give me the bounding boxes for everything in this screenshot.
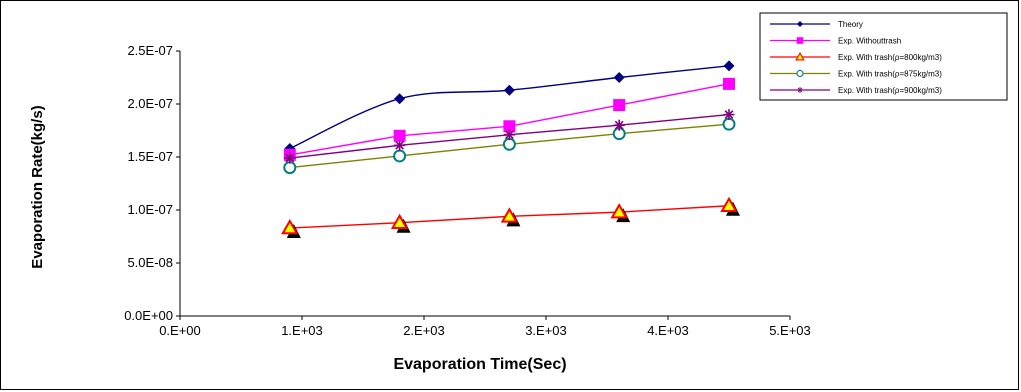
triangle-marker: [795, 52, 805, 61]
square-marker: [503, 120, 516, 133]
x-axis-title: Evaporation Time(Sec): [393, 356, 566, 373]
circle-marker: [722, 117, 736, 131]
series-group: [284, 109, 735, 164]
asterisk-marker: [613, 119, 625, 131]
x-tick-label: 3.E+03: [525, 323, 567, 338]
y-tick-label: 0.0E+00: [124, 308, 173, 323]
asterisk-marker: [723, 109, 735, 121]
circle-marker: [393, 149, 407, 163]
y-tick-label: 1.0E-07: [127, 202, 173, 217]
asterisk-marker: [796, 86, 804, 94]
y-tick-label: 2.0E-07: [127, 96, 173, 111]
asterisk-marker: [284, 152, 296, 164]
circle-marker: [283, 161, 297, 175]
square-marker: [393, 129, 406, 142]
square-marker: [613, 99, 626, 112]
diamond-marker: [503, 84, 515, 96]
diamond-marker: [723, 60, 735, 72]
diamond-marker: [613, 72, 625, 83]
diamond-marker: [796, 20, 804, 28]
y-tick-label: 2.5E-07: [127, 43, 173, 58]
legend-label: Exp. With trash(ρ=900kg/m3): [838, 86, 942, 95]
y-tick-label: 5.0E-08: [127, 255, 173, 270]
triangle-marker: [281, 219, 299, 235]
diamond-marker: [394, 93, 406, 105]
square-marker: [796, 37, 804, 44]
legend-label: Theory: [838, 20, 863, 29]
legend-label: Exp. Withouttrash: [838, 37, 901, 46]
x-tick-label: 5.E+03: [769, 323, 811, 338]
series-layer: [281, 60, 740, 239]
x-tick-label: 1.E+03: [281, 323, 323, 338]
y-tick-label: 1.5E-07: [127, 149, 173, 164]
legend: Theory Exp. Withouttrash Exp. With trash(ρ…: [759, 12, 1008, 101]
asterisk-marker: [503, 129, 515, 141]
circle-marker: [502, 137, 516, 151]
y-axis-title: Evaporation Rate(kg/s): [29, 105, 46, 268]
x-tick-label: 0.E+00: [159, 323, 201, 338]
series-group: [281, 196, 740, 239]
chart-axes: 0.E+00 1.E+03 2.E+03 3.E+03 4.E+03 5.E+03 0.0E…: [124, 43, 811, 338]
triangle-marker: [500, 207, 519, 223]
triangle-marker: [610, 203, 628, 219]
series-group: [283, 117, 736, 175]
x-tick-label: 2.E+03: [403, 323, 445, 338]
square-marker: [723, 77, 735, 90]
x-tick-label: 4.E+03: [647, 323, 689, 338]
triangle-marker: [720, 196, 738, 213]
asterisk-marker: [394, 139, 406, 151]
triangle-marker: [390, 213, 409, 229]
legend-label: Exp. With trash(ρ=800kg/m3): [838, 53, 942, 62]
circle-marker: [796, 69, 804, 78]
legend-label: Exp. With trash(ρ=875kg/m3): [838, 70, 942, 79]
